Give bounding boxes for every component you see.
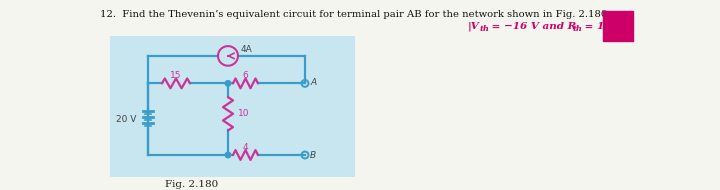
Text: Ω: Ω (613, 22, 622, 31)
Text: th: th (573, 25, 583, 32)
Text: 6: 6 (243, 71, 248, 80)
Text: = 16: = 16 (581, 22, 615, 31)
Text: th: th (480, 25, 490, 32)
Text: A: A (310, 78, 316, 87)
Text: 12.  Find the Thevenin’s equivalent circuit for terminal pair AB for the network: 12. Find the Thevenin’s equivalent circu… (100, 10, 610, 19)
Circle shape (225, 152, 231, 158)
Text: = −16 V and R: = −16 V and R (488, 22, 576, 31)
Text: 4: 4 (243, 143, 248, 152)
Text: 20 V: 20 V (116, 115, 136, 124)
Text: B: B (310, 151, 316, 161)
Text: 4A: 4A (241, 45, 253, 54)
Text: 15: 15 (170, 71, 181, 80)
Circle shape (225, 81, 231, 86)
FancyBboxPatch shape (110, 36, 355, 177)
Text: 10: 10 (238, 109, 250, 118)
Text: |V: |V (468, 22, 480, 31)
Text: Fig. 2.180: Fig. 2.180 (166, 180, 219, 188)
